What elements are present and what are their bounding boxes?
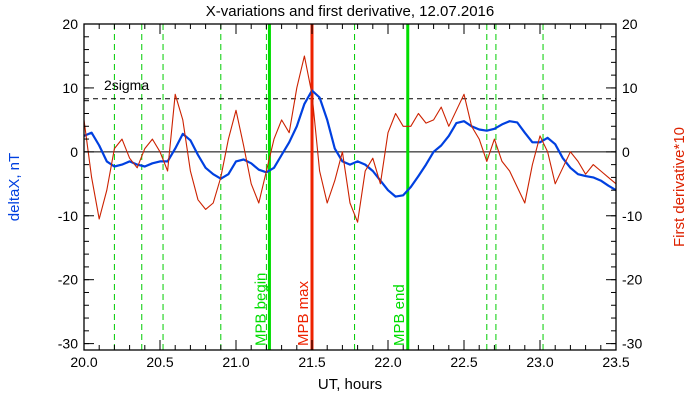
y-axis-label-left: deltaX, nT: [6, 153, 23, 221]
x-tick-label: 22.5: [450, 354, 477, 370]
mpb-label: MPB end: [391, 284, 408, 346]
y-tick-label-left: -10: [58, 208, 78, 224]
y-tick-label-left: -30: [58, 336, 78, 352]
y-tick-label-left: -20: [58, 272, 78, 288]
y-tick-label-left: 20: [62, 16, 78, 32]
x-tick-label: 22.0: [374, 354, 401, 370]
x-tick-label: 21.0: [222, 354, 249, 370]
y-tick-label-right: -10: [622, 208, 642, 224]
x-tick-label: 21.5: [298, 354, 325, 370]
derivative-series-line: [83, 55, 617, 223]
x-axis-label: UT, hours: [318, 376, 382, 393]
x-tick-label: 23.5: [602, 354, 629, 370]
y-tick-label-left: 0: [70, 144, 78, 160]
deltax-series-line: [83, 89, 617, 198]
y-tick-label-right: -20: [622, 272, 642, 288]
y-tick-label-right: 20: [622, 16, 638, 32]
x-tick-label: 20.5: [146, 354, 173, 370]
y-axis-label-right: First derivative*10: [671, 127, 688, 247]
chart-title: X-variations and first derivative, 12.07…: [206, 3, 495, 20]
y-tick-label-right: -30: [622, 336, 642, 352]
y-tick-label-right: 0: [622, 144, 630, 160]
x-tick-label: 20.0: [70, 354, 97, 370]
x-tick-label: 23.0: [526, 354, 553, 370]
mpb-label: MPB max: [295, 280, 312, 346]
y-tick-label-right: 10: [622, 80, 638, 96]
y-tick-label-left: 10: [62, 80, 78, 96]
sigma-label: 2sigma: [104, 77, 149, 93]
mpb-label: MPB begin: [252, 273, 269, 346]
chart-marks: MPB begin MPB max MPB end 20.0 20.5 21.0 21.5 2…: [58, 16, 643, 370]
plot-frame: [83, 23, 617, 351]
